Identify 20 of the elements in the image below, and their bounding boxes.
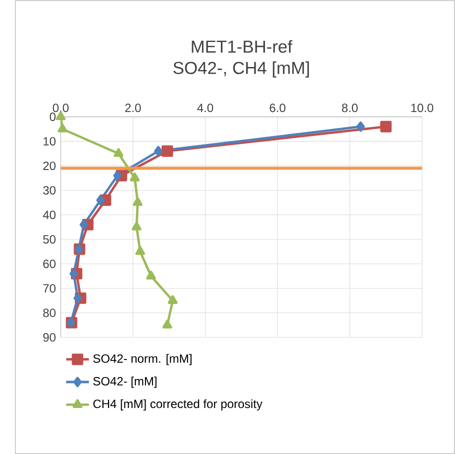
y-tick-label: 60 — [43, 260, 56, 268]
x-tick-label: 2.0 — [125, 104, 141, 112]
y-tick-label: 30 — [43, 186, 56, 194]
y-tick-label: 20 — [43, 161, 56, 170]
x-tick-label: 6.0 — [270, 104, 286, 112]
y-tick-label: 0 — [50, 112, 56, 121]
legend-label: CH4 [mM] corrected for porosity — [93, 399, 262, 410]
legend-label: SO42- [mM] — [93, 376, 156, 388]
y-tick-label: 80 — [43, 308, 56, 318]
legend-label: SO42- norm. [mM] — [93, 354, 192, 366]
y-tick-label: 10 — [44, 136, 56, 146]
chart-title: MET1-BH-ref SO42-, CH4 [mM] — [173, 40, 309, 78]
x-tick-label: 10.0 — [411, 104, 434, 112]
x-tick-label: 4.0 — [197, 104, 214, 112]
y-tick-label: 70 — [43, 284, 56, 293]
y-tick-label: 40 — [42, 210, 56, 220]
y-tick-label: 50 — [43, 235, 56, 244]
x-tick-label: 0.0 — [52, 104, 69, 112]
y-tick-label: 90 — [43, 333, 56, 342]
x-tick-label: 8.0 — [342, 104, 358, 112]
